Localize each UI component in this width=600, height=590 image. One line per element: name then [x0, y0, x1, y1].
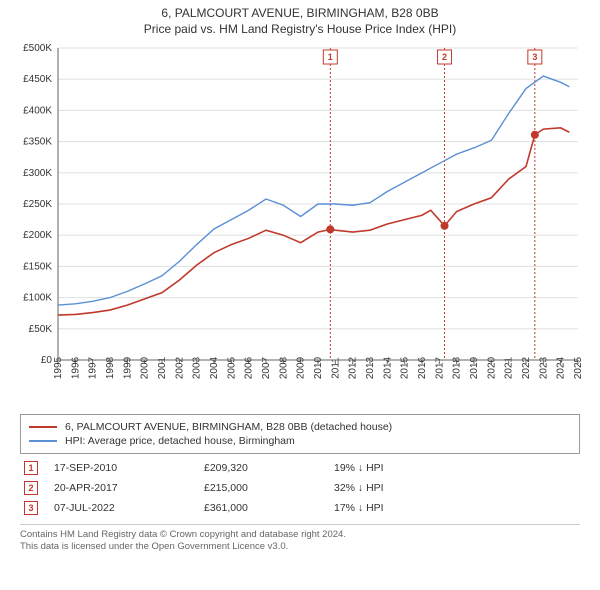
- legend: 6, PALMCOURT AVENUE, BIRMINGHAM, B28 0BB…: [20, 414, 580, 454]
- footer-line2: This data is licensed under the Open Gov…: [20, 541, 580, 553]
- svg-text:£100K: £100K: [23, 293, 52, 304]
- title-subtitle: Price paid vs. HM Land Registry's House …: [0, 22, 600, 36]
- sales-hpi-diff: 19% ↓ HPI: [334, 462, 454, 474]
- svg-text:£450K: £450K: [23, 74, 52, 85]
- legend-swatch: [29, 426, 57, 428]
- svg-text:3: 3: [532, 52, 537, 62]
- line-chart: £0 £50K £100K £150K £200K £250K £300K £350K £400…: [10, 38, 590, 408]
- svg-text:£250K: £250K: [23, 199, 52, 210]
- svg-text:£500K: £500K: [23, 43, 52, 54]
- sales-price: £209,320: [204, 462, 334, 474]
- sale-dot-3: [531, 131, 539, 139]
- legend-item: 6, PALMCOURT AVENUE, BIRMINGHAM, B28 0BB…: [29, 421, 571, 433]
- legend-label: HPI: Average price, detached house, Birm…: [65, 435, 295, 447]
- svg-text:£0: £0: [41, 355, 53, 366]
- sales-marker-icon: 2: [24, 481, 38, 495]
- sales-price: £215,000: [204, 482, 334, 494]
- sales-date: 17-SEP-2010: [54, 462, 204, 474]
- sales-hpi-diff: 32% ↓ HPI: [334, 482, 454, 494]
- sale-dot-2: [441, 222, 449, 230]
- sales-date: 20-APR-2017: [54, 482, 204, 494]
- sales-row: 3 07-JUL-2022£361,00017% ↓ HPI: [20, 498, 580, 518]
- sales-row: 2 20-APR-2017£215,00032% ↓ HPI: [20, 478, 580, 498]
- sales-row: 1 17-SEP-2010£209,32019% ↓ HPI: [20, 458, 580, 478]
- svg-text:£200K: £200K: [23, 230, 52, 241]
- sales-marker-icon: 1: [24, 461, 38, 475]
- chart-title-block: 6, PALMCOURT AVENUE, BIRMINGHAM, B28 0BB…: [0, 0, 600, 38]
- footer-line1: Contains HM Land Registry data © Crown c…: [20, 529, 580, 541]
- svg-text:£350K: £350K: [23, 137, 52, 148]
- sales-marker-icon: 3: [24, 501, 38, 515]
- svg-text:£50K: £50K: [29, 324, 53, 335]
- svg-text:£150K: £150K: [23, 261, 52, 272]
- svg-text:£400K: £400K: [23, 105, 52, 116]
- title-address: 6, PALMCOURT AVENUE, BIRMINGHAM, B28 0BB: [0, 6, 600, 20]
- svg-text:1: 1: [328, 52, 333, 62]
- svg-text:£300K: £300K: [23, 168, 52, 179]
- sales-hpi-diff: 17% ↓ HPI: [334, 502, 454, 514]
- legend-label: 6, PALMCOURT AVENUE, BIRMINGHAM, B28 0BB…: [65, 421, 392, 433]
- chart-container: £0 £50K £100K £150K £200K £250K £300K £350K £400…: [10, 38, 590, 408]
- legend-item: HPI: Average price, detached house, Birm…: [29, 435, 571, 447]
- sales-price: £361,000: [204, 502, 334, 514]
- legend-swatch: [29, 440, 57, 442]
- sales-date: 07-JUL-2022: [54, 502, 204, 514]
- sale-dot-1: [326, 225, 334, 233]
- svg-text:2: 2: [442, 52, 447, 62]
- footer-attribution: Contains HM Land Registry data © Crown c…: [20, 524, 580, 554]
- sales-table: 1 17-SEP-2010£209,32019% ↓ HPI 2 20-APR-201…: [20, 458, 580, 518]
